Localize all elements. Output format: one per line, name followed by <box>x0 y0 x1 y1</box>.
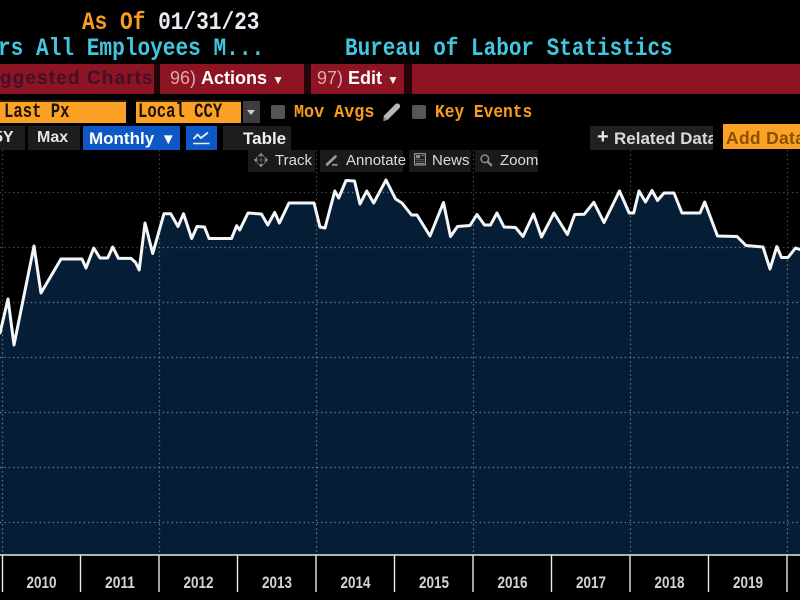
svg-text:2013: 2013 <box>262 573 292 592</box>
svg-text:2019: 2019 <box>733 573 763 592</box>
svg-text:2018: 2018 <box>655 573 685 592</box>
svg-text:2010: 2010 <box>27 573 57 592</box>
svg-text:2011: 2011 <box>105 573 135 592</box>
svg-text:2015: 2015 <box>419 573 449 592</box>
svg-text:2012: 2012 <box>184 573 214 592</box>
svg-text:2017: 2017 <box>576 573 606 592</box>
svg-text:2016: 2016 <box>498 573 528 592</box>
svg-text:2014: 2014 <box>341 573 371 592</box>
